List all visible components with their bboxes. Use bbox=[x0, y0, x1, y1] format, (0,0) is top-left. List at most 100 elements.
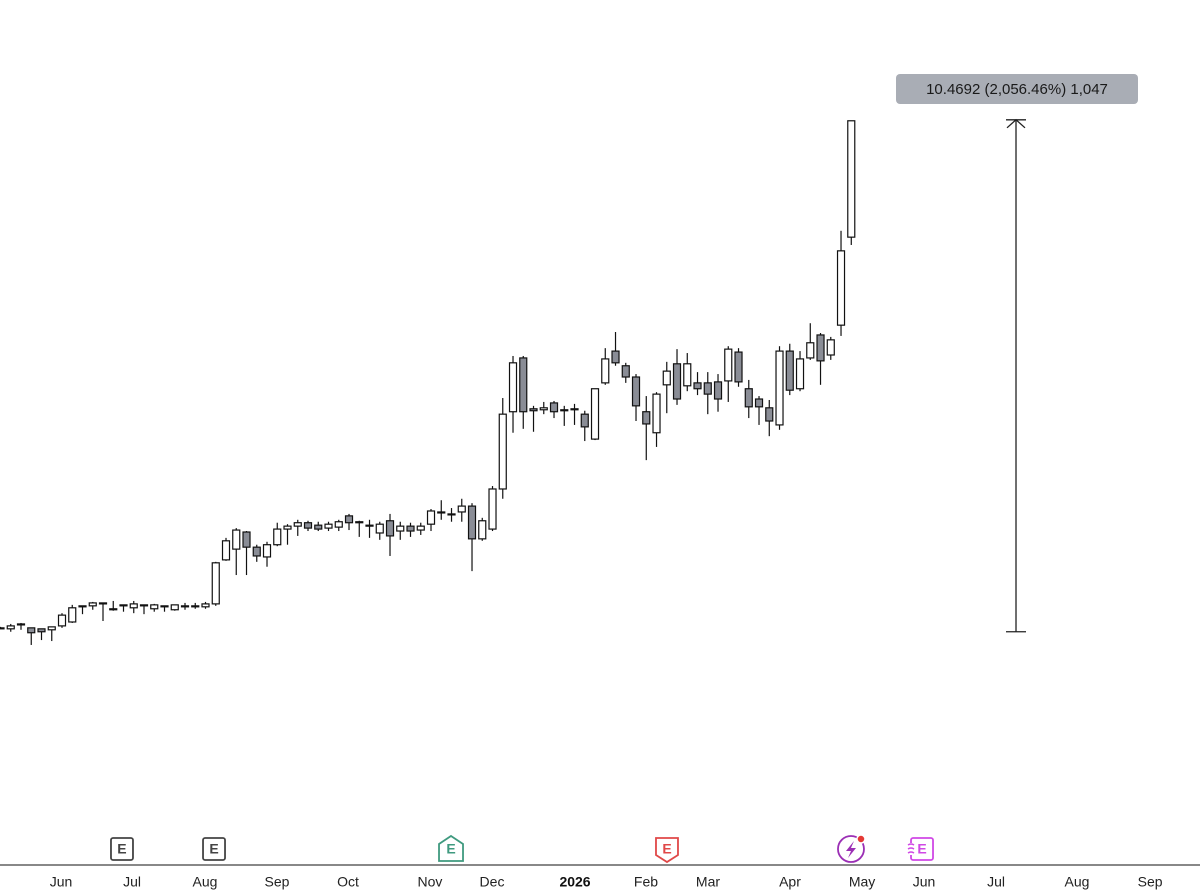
candle-body bbox=[847, 120, 856, 238]
candle-body bbox=[355, 521, 364, 524]
measure-arrow bbox=[1006, 118, 1026, 129]
x-tick-label: Aug bbox=[193, 874, 218, 890]
x-tick-label: Nov bbox=[418, 874, 443, 890]
candle-body bbox=[252, 546, 261, 557]
candle-body bbox=[314, 524, 323, 530]
candle-body bbox=[334, 521, 343, 528]
candle-body bbox=[119, 604, 128, 607]
candle-body bbox=[396, 525, 405, 532]
candle-body bbox=[375, 523, 384, 534]
candle-body bbox=[129, 603, 138, 609]
event-frame bbox=[202, 837, 226, 861]
candle-body bbox=[416, 525, 425, 531]
event-icon: E bbox=[110, 837, 134, 861]
candle-body bbox=[652, 393, 661, 434]
event-frame bbox=[110, 837, 134, 861]
candle-body bbox=[601, 358, 610, 384]
candle-body bbox=[713, 381, 723, 400]
candle-body bbox=[180, 605, 190, 608]
candle-body bbox=[170, 604, 179, 611]
event-cover bbox=[909, 843, 916, 855]
candle-body bbox=[160, 605, 169, 608]
candle-body bbox=[98, 602, 108, 605]
measure-label-box bbox=[896, 74, 1138, 104]
candle-body bbox=[549, 402, 559, 413]
candle-body bbox=[703, 382, 712, 395]
candle-body bbox=[754, 398, 764, 408]
candle-body bbox=[150, 604, 159, 610]
candle-body bbox=[693, 382, 702, 390]
x-tick-label: Sep bbox=[265, 874, 290, 890]
candle-body bbox=[560, 409, 569, 412]
candle-body bbox=[457, 505, 466, 513]
candle-body bbox=[642, 411, 651, 425]
candle-body bbox=[529, 408, 538, 412]
x-tick-label: Apr bbox=[779, 874, 801, 890]
candle-body bbox=[211, 562, 220, 605]
x-tick-label: 2026 bbox=[559, 874, 590, 890]
candle-body bbox=[406, 525, 415, 532]
candle-body bbox=[6, 625, 15, 630]
x-tick-label: May bbox=[849, 874, 875, 890]
candle-body bbox=[283, 525, 292, 530]
event-icon: E bbox=[438, 834, 464, 862]
candle-body bbox=[293, 522, 302, 527]
candle-body bbox=[385, 520, 395, 537]
candle-body bbox=[785, 350, 794, 391]
candle-body bbox=[232, 529, 241, 550]
candle-body bbox=[498, 413, 507, 490]
candle-body bbox=[570, 408, 579, 411]
candle-body bbox=[242, 531, 251, 548]
x-tick-label: Dec bbox=[480, 874, 505, 890]
candle-body bbox=[836, 250, 846, 326]
candle-body bbox=[365, 524, 374, 527]
candle-body bbox=[631, 376, 641, 407]
candle-body bbox=[826, 339, 835, 356]
candle-body bbox=[806, 342, 815, 359]
x-tick-label: Mar bbox=[696, 874, 720, 890]
x-tick-label: Feb bbox=[634, 874, 658, 890]
x-tick-label: Jul bbox=[123, 874, 141, 890]
x-tick-label: Jun bbox=[913, 874, 936, 890]
candle-body bbox=[621, 365, 630, 378]
candle-body bbox=[78, 605, 87, 608]
candle-body bbox=[488, 488, 497, 530]
candle-body bbox=[683, 363, 692, 387]
candle-body bbox=[344, 515, 354, 524]
event-icon bbox=[837, 834, 866, 863]
candle-body bbox=[816, 334, 825, 362]
candle-body bbox=[519, 357, 528, 413]
candle-body bbox=[467, 505, 477, 540]
event-icon: E bbox=[655, 837, 679, 864]
event-icon: E bbox=[907, 837, 934, 861]
candle-body bbox=[672, 363, 682, 400]
x-tick-label: Oct bbox=[337, 874, 359, 890]
event-label: E bbox=[117, 841, 126, 857]
candle-body bbox=[201, 603, 210, 608]
candle-body bbox=[88, 602, 97, 607]
event-label: E bbox=[446, 841, 455, 857]
candle-body bbox=[139, 604, 149, 607]
candle-body bbox=[775, 350, 784, 426]
candle-body bbox=[611, 350, 620, 364]
candle-body bbox=[426, 510, 436, 525]
candle-body bbox=[590, 388, 600, 440]
candle-body bbox=[0, 627, 5, 630]
event-icon: E bbox=[202, 837, 226, 861]
candle-body bbox=[16, 623, 26, 626]
candle-body bbox=[191, 605, 200, 608]
measure-label: 10.4692 (2,056.46%) 1,047 bbox=[896, 74, 1138, 104]
x-tick-label: Sep bbox=[1138, 874, 1163, 890]
candle-body bbox=[508, 362, 518, 413]
candle-body bbox=[765, 407, 774, 422]
candle-body bbox=[37, 628, 46, 633]
event-frame bbox=[655, 837, 679, 864]
candle-body bbox=[57, 614, 67, 627]
candle-body bbox=[273, 528, 282, 546]
event-stroke bbox=[907, 847, 915, 850]
measure-label-text: 10.4692 (2,056.46%) 1,047 bbox=[926, 81, 1108, 98]
x-tick-label: Jun bbox=[50, 874, 73, 890]
candle-body bbox=[478, 520, 487, 540]
